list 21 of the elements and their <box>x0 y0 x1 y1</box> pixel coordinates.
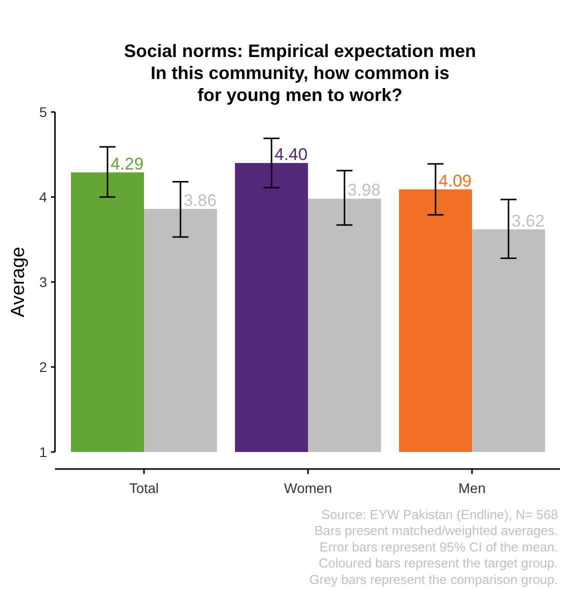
y-tick-label: 2 <box>39 358 48 375</box>
text: Grey bars represent the comparison group. <box>309 572 558 587</box>
y-tick-label: 3 <box>39 274 48 290</box>
data-label: 4.40 <box>274 145 308 164</box>
chart-title: Social norms: Empirical expectation men In this community, how common is for young men to work? <box>124 41 476 105</box>
data-label: 3.86 <box>183 190 217 210</box>
data-label: 3.98 <box>347 180 381 200</box>
y-tick-label: 5 <box>39 104 48 120</box>
x-tick-label: Men <box>458 480 486 496</box>
data-label: 4.09 <box>438 171 472 190</box>
text: Error bars represent 95% CI of the mean. <box>320 539 558 554</box>
y-axis-title: Average <box>8 246 29 318</box>
data-label: 3.62 <box>512 211 545 230</box>
x-tick-label: Total <box>129 480 159 496</box>
text: Bars present matched/weighted averages. <box>314 523 558 538</box>
data-label: 4.29 <box>110 154 144 174</box>
y-tick-label: 1 <box>39 444 48 460</box>
source-note: Source: EYW Pakistan (Endline), N= 568 <box>321 507 558 522</box>
text: Coloured bars represent the target group. <box>318 556 558 571</box>
x-tick-label: Women <box>284 480 332 496</box>
y-tick-label: 4 <box>39 188 48 205</box>
